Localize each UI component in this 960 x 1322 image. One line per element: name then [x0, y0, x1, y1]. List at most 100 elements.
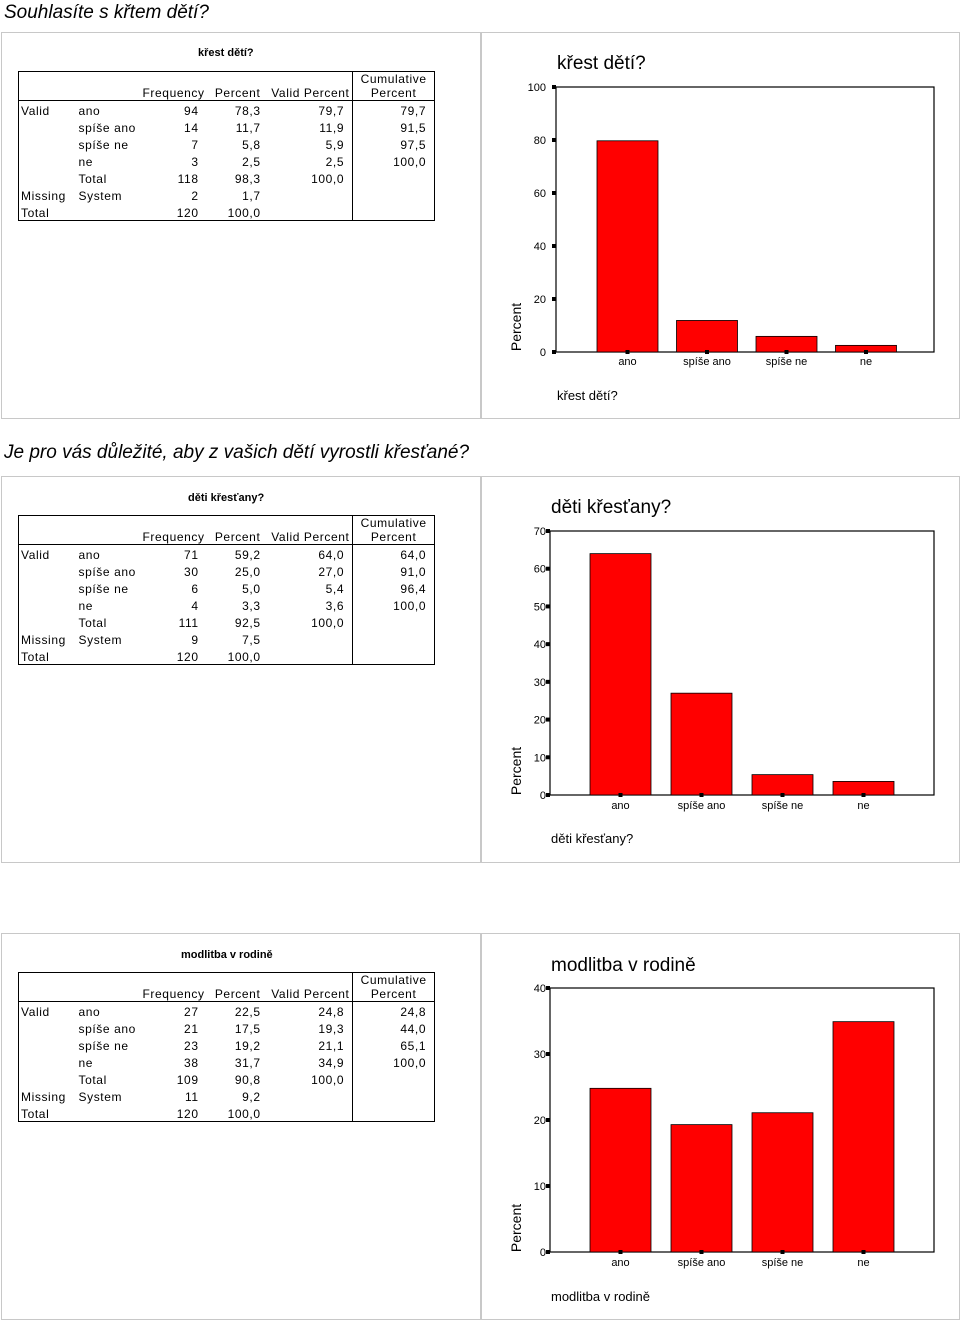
- y-tick-label: 20: [534, 715, 546, 727]
- table-cell: 6: [191, 582, 199, 596]
- table-cell: [18, 135, 77, 152]
- y-tick-label: 20: [534, 1115, 546, 1127]
- bar-chart-1: křest dětí? 0 20 40 60 80 100 ano spíše ano spíše…: [508, 53, 935, 403]
- table-cell: [18, 596, 77, 613]
- chart-title: děti křesťany?: [551, 497, 671, 518]
- table-cell: Total: [78, 1073, 107, 1087]
- bar-ne: [832, 781, 895, 796]
- x-tick-label: ne: [860, 356, 872, 368]
- table-cell: 11,9: [319, 121, 345, 135]
- y-tick-mark: [546, 755, 550, 760]
- x-tick-mark: [780, 793, 785, 797]
- x-tick-mark: [625, 350, 630, 354]
- x-tick-label: ne: [857, 1257, 869, 1269]
- table-cell: 2,5: [242, 155, 261, 169]
- table-cell: 3,6: [325, 599, 345, 613]
- table-cell: 118: [177, 172, 199, 186]
- table-cell: 64,0: [268, 544, 353, 562]
- table-cell: 21,1: [318, 1039, 345, 1053]
- table-cell: 100,0: [206, 647, 269, 665]
- section-heading-baptism: Souhlasíte s křtem dětí?: [4, 2, 209, 23]
- y-tick-label: 30: [534, 1049, 546, 1061]
- bar-ano: [596, 140, 659, 353]
- x-tick-mark: [784, 350, 789, 354]
- table-cell: spíše ne: [78, 1039, 129, 1053]
- table-cell: 24,8: [352, 1001, 436, 1019]
- table-row: spíše ano 21 17,5 19,3 44,0: [18, 1019, 436, 1036]
- table-row: Missing System 11 9,2: [18, 1087, 436, 1104]
- table-cell: 11: [184, 1090, 199, 1104]
- bar-spíše-ne: [755, 335, 818, 353]
- x-tick-label: spíše ne: [762, 800, 804, 812]
- bar-spíše-ne: [751, 1112, 814, 1253]
- table-cell: 11,7: [235, 121, 261, 135]
- y-tick-mark: [546, 793, 550, 797]
- col-header-frequency: Frequency: [142, 86, 205, 100]
- table-cell: ano: [76, 544, 141, 562]
- table-cell: 1,7: [242, 189, 261, 203]
- table-row: spíše ne 6 5,0 5,4 96,4: [18, 579, 436, 596]
- table-cell: Total: [18, 647, 77, 665]
- col-header-percent: Percent: [214, 86, 261, 100]
- table-cell: Total: [18, 1104, 77, 1122]
- table-cell: 78,3: [206, 100, 269, 118]
- table-cell: 9: [191, 633, 199, 647]
- chart-title: modlitba v rodině: [551, 955, 696, 976]
- table-cell: [76, 647, 141, 665]
- x-tick-label: spíše ano: [678, 800, 726, 812]
- table-cell: Total: [78, 616, 107, 630]
- col-header-valid-percent: Valid Percent: [271, 530, 350, 544]
- y-tick-mark: [546, 986, 550, 990]
- col-header-percent: Percent: [214, 987, 261, 1001]
- table-row: Missing System 9 7,5: [18, 630, 436, 647]
- y-axis-label: Percent: [508, 1204, 524, 1252]
- table-row: spíše ne 23 19,2 21,1 65,1: [18, 1036, 436, 1053]
- table-cell: ano: [76, 100, 141, 118]
- table-cell: 100,0: [206, 1104, 269, 1122]
- y-tick-label: 0: [540, 790, 546, 802]
- plot-frame: [549, 530, 935, 796]
- frequency-table-1: Cumulative Frequency Percent Valid Percent P…: [18, 71, 436, 221]
- table-cell: 23: [184, 1039, 199, 1053]
- table-cell: Valid: [18, 544, 77, 562]
- table-cell: 3: [191, 155, 199, 169]
- table-cell: 79,7: [268, 100, 353, 118]
- table-cell: [352, 186, 436, 203]
- col-header-valid-percent: Valid Percent: [271, 987, 350, 1001]
- table-cell: 34,9: [318, 1056, 345, 1070]
- table-cell: Missing: [18, 630, 77, 647]
- table-cell: 4: [191, 599, 199, 613]
- table-cell: 5,0: [242, 582, 261, 596]
- table-cell: Total: [18, 203, 77, 221]
- table-cell: [268, 1104, 353, 1122]
- y-tick-label: 60: [534, 188, 546, 200]
- table-cell: 64,0: [352, 544, 436, 562]
- table-cell: 19,2: [234, 1039, 261, 1053]
- table-cell: [352, 1070, 436, 1087]
- y-tick-label: 80: [534, 135, 546, 147]
- table-cell: 100,0: [311, 172, 345, 186]
- chart-title: křest dětí?: [557, 53, 646, 74]
- table-row: Valid ano 94 78,3 79,7 79,7: [18, 100, 436, 118]
- x-tick-mark: [864, 350, 868, 354]
- table-cell: [352, 203, 436, 221]
- table-cell: [269, 1087, 353, 1104]
- table-cell: [352, 1104, 436, 1122]
- y-axis-label: Percent: [508, 303, 524, 351]
- x-tick-mark: [699, 1250, 704, 1254]
- table-cell: [352, 169, 436, 186]
- table-row: Total 111 92,5 100,0: [18, 613, 436, 630]
- table-cell: [18, 1070, 77, 1087]
- section-heading-christian-children: Je pro vás důležité, aby z vašich dětí v…: [4, 442, 470, 463]
- y-tick-mark: [552, 244, 556, 248]
- table-cell: System: [78, 189, 123, 203]
- table-cell: 71: [140, 544, 207, 562]
- bar-ne: [832, 1021, 895, 1253]
- table-row: spíše ne 7 5,8 5,9 97,5: [18, 135, 436, 152]
- table-cell: 59,2: [206, 544, 269, 562]
- table-row: Valid ano 71 59,2 64,0 64,0: [18, 544, 436, 562]
- table-cell: spíše ne: [78, 582, 129, 596]
- y-tick-label: 20: [534, 294, 546, 306]
- bar-spíše-ano: [676, 320, 738, 353]
- chart-panel-1: [481, 32, 960, 419]
